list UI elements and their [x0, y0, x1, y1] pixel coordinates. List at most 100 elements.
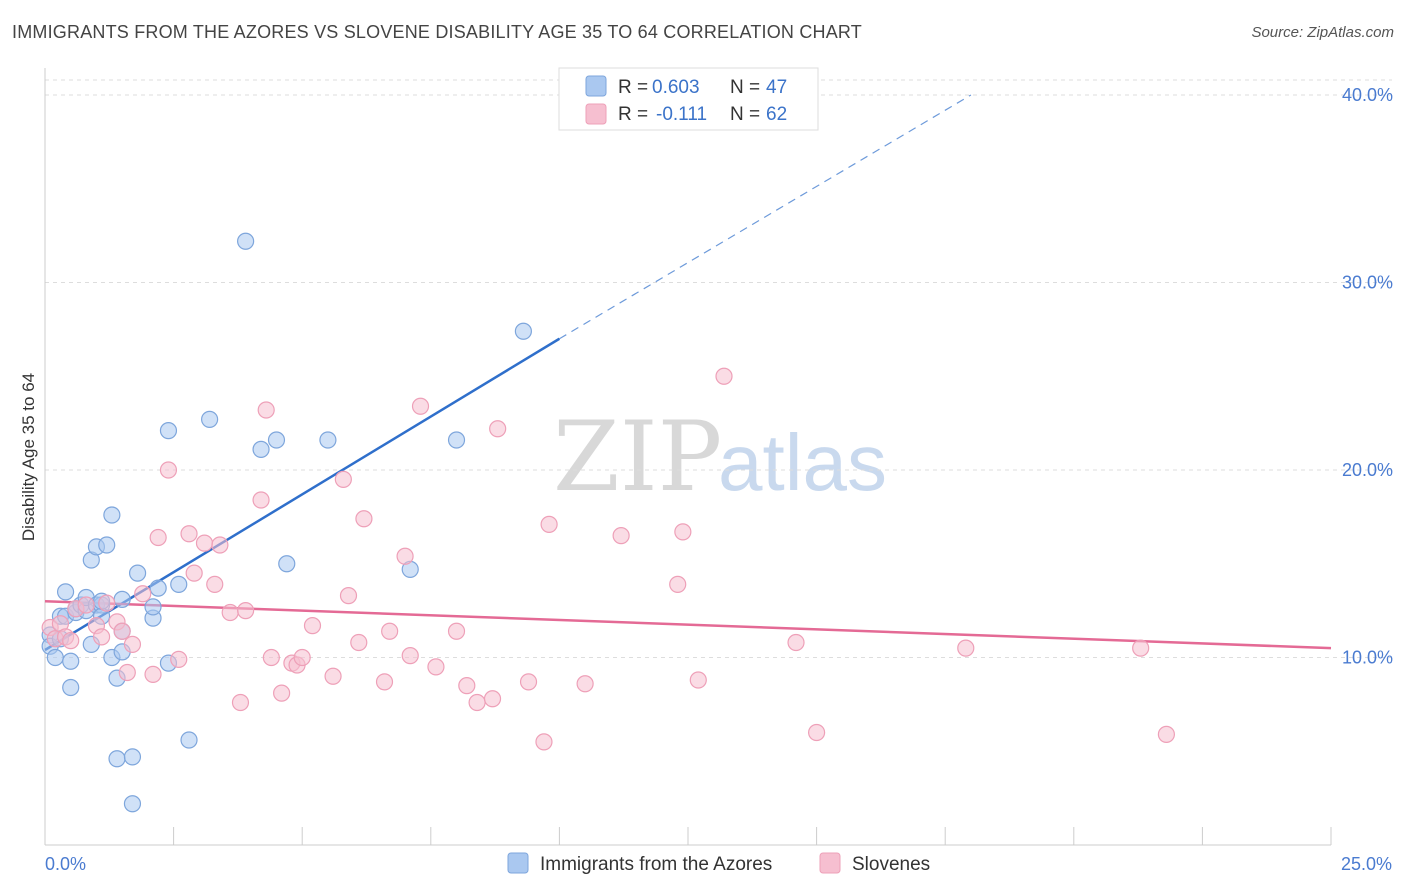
slovene-point [62, 632, 80, 650]
legend-label-slovenes: Slovenes [852, 854, 930, 875]
trend-line-slovenes [44, 600, 1332, 650]
azores-point [180, 731, 198, 749]
azores-point [108, 750, 126, 768]
slovene-point [303, 617, 322, 635]
slovene-point [576, 675, 594, 693]
azores-point [278, 555, 296, 573]
slovene-point [468, 693, 486, 712]
azores-point [46, 648, 64, 667]
slovene-point [689, 671, 707, 689]
stats-n-label-2: N = [730, 104, 760, 125]
azores-point [103, 506, 121, 524]
legend-swatch-azores [507, 852, 529, 874]
gridlines [45, 79, 1392, 658]
slovene-point [113, 622, 131, 640]
slovene-point [231, 693, 250, 712]
slovene-point [144, 665, 162, 683]
azores-point [170, 575, 188, 593]
slovene-point [92, 628, 111, 646]
slovene-point [489, 420, 507, 438]
stats-swatch-slovenes [585, 103, 607, 125]
y-tick-label: 20.0% [1342, 460, 1393, 480]
slovene-point [1132, 639, 1150, 657]
y-tick-label: 10.0% [1342, 648, 1393, 668]
slovene-point [237, 602, 255, 620]
azores-point [98, 536, 116, 554]
azores-point [237, 232, 255, 250]
stats-r-label-1: R = [618, 77, 648, 98]
slovene-point [206, 575, 224, 593]
slovene-point [159, 461, 178, 479]
azores-point [56, 583, 75, 601]
slovene-point [98, 594, 116, 612]
legend-swatch-slovenes [819, 852, 841, 874]
slovene-point [293, 648, 311, 667]
azores-point [514, 322, 532, 340]
slovene-point [669, 575, 687, 593]
slovene-point [540, 515, 558, 533]
stats-n-value-2: 62 [766, 104, 787, 125]
watermark-zip: ZIP [553, 401, 722, 513]
slovene-point [185, 564, 203, 582]
azores-point [201, 410, 219, 428]
azores-point [252, 440, 270, 458]
slovene-point [262, 648, 280, 667]
azores-point [447, 431, 466, 449]
slovene-point [221, 603, 239, 622]
slovene-point [427, 658, 445, 676]
azores-point [149, 579, 167, 597]
stats-n-value-1: 47 [766, 77, 787, 98]
slovene-point [118, 663, 136, 682]
slovene-point [519, 673, 538, 691]
stats-swatch-azores [585, 75, 607, 97]
azores-point [319, 431, 337, 449]
stats-r-value-1: 0.603 [652, 77, 700, 98]
stats-r-value-2: -0.111 [656, 104, 707, 125]
trend-line-azores [44, 337, 561, 652]
y-axis-label: Disability Age 35 to 64 [19, 373, 38, 541]
slovene-point [355, 510, 373, 528]
slovene-point [180, 525, 198, 543]
slovene-point [334, 470, 352, 488]
chart-source: Source: ZipAtlas.com [1251, 24, 1394, 41]
slovene-point [77, 596, 95, 614]
slovene-point [149, 528, 167, 547]
slovene-point [375, 673, 394, 691]
slovene-point [396, 547, 414, 565]
stats-r-label-2: R = [618, 104, 648, 125]
azores-point [159, 422, 178, 440]
data-points [41, 232, 1175, 813]
slovene-point [674, 523, 692, 541]
stats-box: R = 0.603 N = 47 R = -0.111 N = 62 [558, 67, 819, 131]
slovene-point [350, 633, 368, 652]
azores-point [62, 652, 80, 670]
stats-n-label-1: N = [730, 77, 760, 98]
slovene-point [339, 587, 358, 605]
watermark-atlas: atlas [718, 418, 887, 507]
x-tick-label: 0.0% [45, 854, 86, 874]
slovene-point [170, 650, 188, 668]
slovene-point [612, 527, 630, 545]
azores-point [62, 678, 80, 697]
slovene-point [715, 367, 733, 385]
slovene-point [401, 647, 419, 665]
slovene-point [411, 397, 430, 415]
slovene-point [273, 684, 291, 702]
legend: Immigrants from the Azores Slovenes [507, 852, 930, 875]
azores-point [267, 431, 286, 449]
slovene-point [134, 585, 152, 603]
axes: 10.0% 20.0% 30.0% 40.0% 0.0% 25.0% [44, 68, 1393, 874]
azores-point [113, 590, 131, 608]
azores-point [123, 748, 142, 766]
azores-point [144, 598, 162, 616]
slovene-point [381, 622, 399, 640]
slovene-point [807, 723, 826, 742]
slovene-point [257, 401, 275, 419]
azores-point [128, 564, 147, 582]
slovene-point [483, 690, 502, 708]
slovene-point [787, 633, 805, 652]
slovene-point [195, 534, 214, 552]
trend-lines [44, 94, 1332, 652]
azores-point [123, 795, 142, 813]
slovene-point [211, 536, 229, 554]
